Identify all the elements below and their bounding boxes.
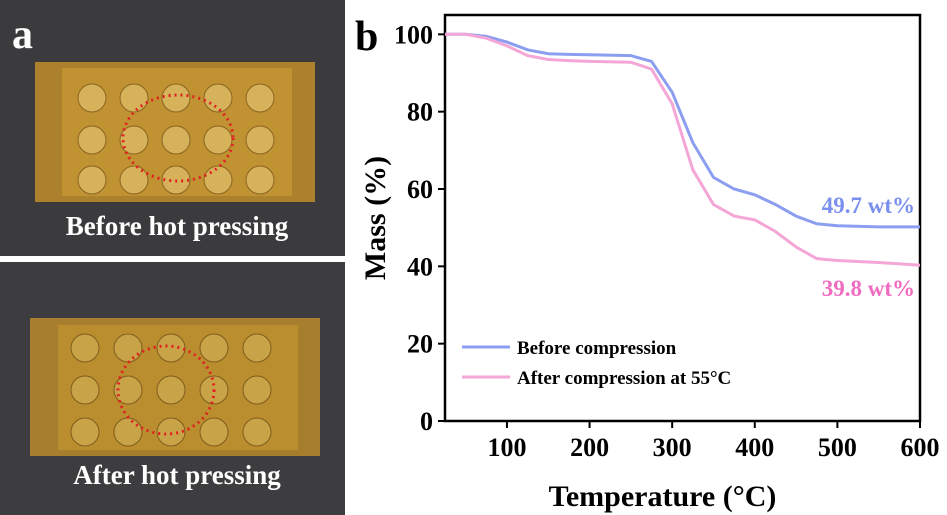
series-line xyxy=(445,32,920,229)
legend-label: Before compression xyxy=(517,338,677,359)
photo-bottom: After hot pressing xyxy=(0,262,345,515)
photo-caption: After hot pressing xyxy=(73,460,281,490)
y-tick-label: 80 xyxy=(407,98,433,127)
y-tick-label: 0 xyxy=(420,407,433,436)
series-line xyxy=(445,32,921,267)
y-tick-label: 60 xyxy=(407,175,433,204)
x-tick-label: 200 xyxy=(570,433,609,462)
x-tick-label: 400 xyxy=(735,433,774,462)
y-tick-label: 20 xyxy=(407,330,433,359)
x-tick-label: 100 xyxy=(487,433,526,462)
x-tick-label: 600 xyxy=(901,433,940,462)
plot-frame xyxy=(443,13,922,423)
y-tick-label: 40 xyxy=(407,252,433,281)
x-tick-label: 500 xyxy=(818,433,857,462)
x-axis-label: Temperature (°C) xyxy=(549,480,777,513)
y-tick-label: 100 xyxy=(394,20,433,49)
photo-caption: Before hot pressing xyxy=(66,211,289,241)
panel-label: b xyxy=(355,14,378,60)
legend-label: After compression at 55°C xyxy=(517,368,731,389)
y-axis-label: Mass (%) xyxy=(359,156,392,280)
x-tick-label: 300 xyxy=(653,433,692,462)
panel-label: a xyxy=(12,12,33,58)
photo-top: Before hot pressing a xyxy=(0,0,345,256)
annotation: 49.7 wt% xyxy=(822,193,915,218)
annotation: 39.8 wt% xyxy=(822,276,915,301)
